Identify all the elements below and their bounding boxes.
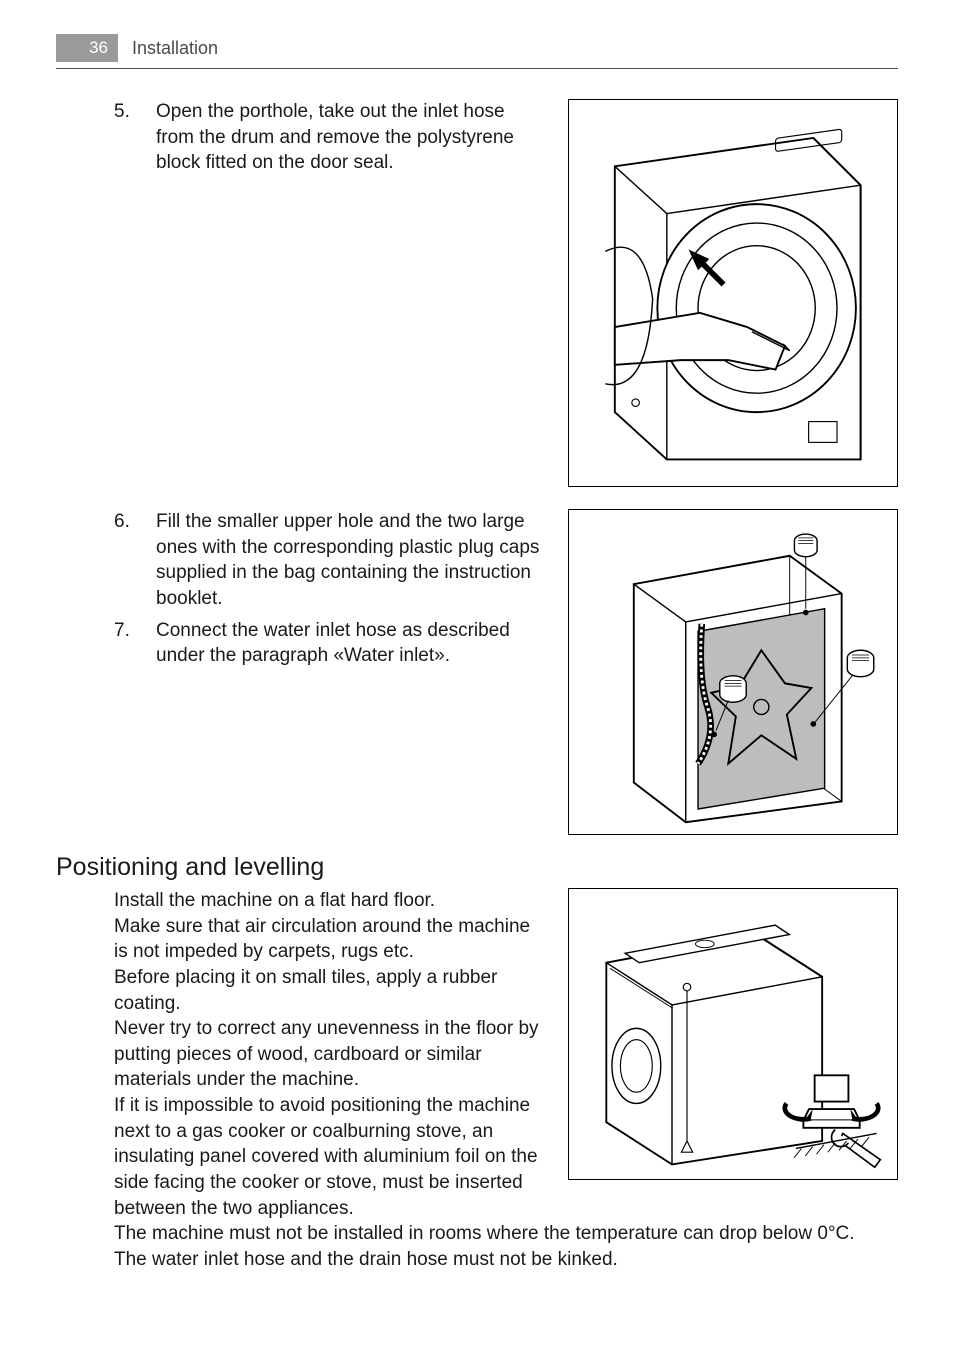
step-text: Open the porthole, take out the inlet ho… — [156, 99, 544, 176]
step-number: 5. — [114, 99, 156, 176]
page-number: 36 — [56, 34, 118, 62]
figure-porthole — [568, 99, 898, 487]
steps-list-1: 5. Open the porthole, take out the inlet… — [114, 99, 544, 176]
para: Make sure that air circulation around th… — [114, 914, 544, 965]
step-number: 7. — [114, 618, 156, 669]
para: Before placing it on small tiles, apply … — [114, 965, 544, 1016]
steps-list-2: 6. Fill the smaller upper hole and the t… — [114, 509, 544, 669]
figure-col-2 — [568, 509, 898, 835]
page: 36 Installation 5. Open the porthole, ta… — [0, 0, 954, 1323]
figure-col-3 — [568, 888, 898, 1180]
para: If it is impossible to avoid positioning… — [114, 1093, 544, 1221]
figure-levelling — [568, 888, 898, 1180]
para: The water inlet hose and the drain hose … — [114, 1247, 898, 1273]
figure-col-1 — [568, 99, 898, 487]
step-text: Fill the smaller upper hole and the two … — [156, 509, 544, 612]
para: The machine must not be installed in roo… — [114, 1221, 898, 1247]
para: Never try to correct any unevenness in t… — [114, 1016, 544, 1093]
step-text: Connect the water inlet hose as describe… — [156, 618, 544, 669]
positioning-text: Install the machine on a flat hard floor… — [56, 888, 544, 1221]
step-number: 6. — [114, 509, 156, 612]
step-item: 5. Open the porthole, take out the inlet… — [114, 99, 544, 176]
text-col-step6-7: 6. Fill the smaller upper hole and the t… — [56, 509, 544, 675]
row-positioning: Install the machine on a flat hard floor… — [56, 888, 898, 1221]
figure-rear-plugs — [568, 509, 898, 835]
section-title: Installation — [118, 34, 218, 62]
header-bar: 36 Installation — [56, 34, 898, 62]
subhead-positioning: Positioning and levelling — [56, 853, 898, 882]
positioning-continuation: The machine must not be installed in roo… — [56, 1221, 898, 1272]
step-item: 6. Fill the smaller upper hole and the t… — [114, 509, 544, 612]
header-rule — [56, 68, 898, 69]
row-step5: 5. Open the porthole, take out the inlet… — [56, 99, 898, 487]
row-step6-7: 6. Fill the smaller upper hole and the t… — [56, 509, 898, 835]
para: Install the machine on a flat hard floor… — [114, 888, 544, 914]
text-col-step5: 5. Open the porthole, take out the inlet… — [56, 99, 544, 182]
step-item: 7. Connect the water inlet hose as descr… — [114, 618, 544, 669]
